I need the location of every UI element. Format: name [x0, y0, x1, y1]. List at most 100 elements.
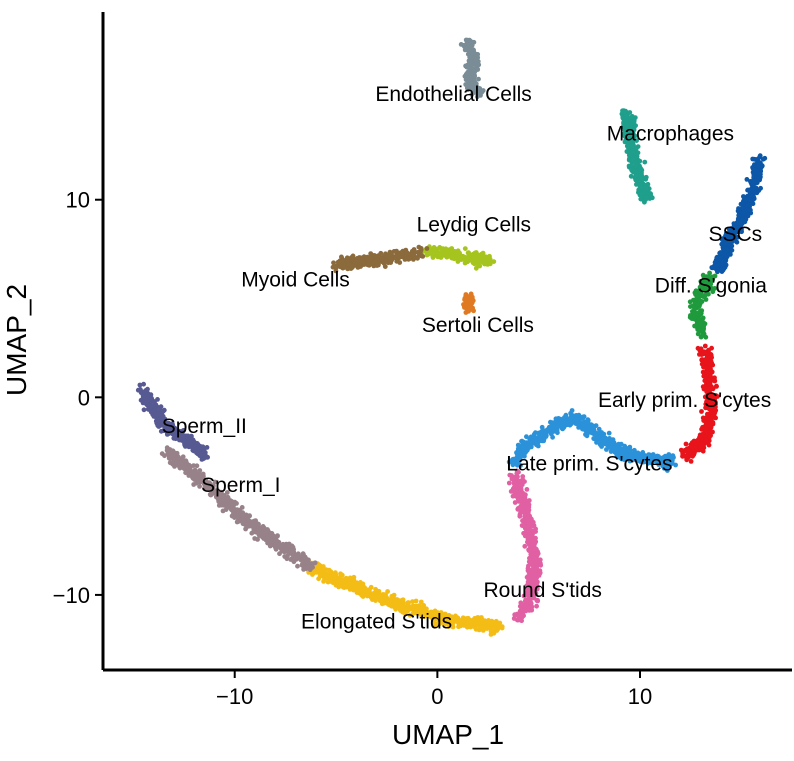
data-point: [395, 599, 401, 605]
data-point: [191, 482, 197, 487]
data-point: [145, 386, 150, 392]
data-point: [486, 618, 491, 623]
data-point: [747, 188, 752, 194]
data-point: [712, 286, 718, 291]
data-point: [506, 480, 512, 486]
data-point: [382, 593, 387, 599]
data-point: [627, 138, 633, 144]
data-point: [684, 446, 690, 452]
data-point: [457, 254, 463, 259]
data-point: [704, 274, 710, 280]
data-point: [635, 150, 641, 156]
data-point: [391, 249, 397, 254]
data-point: [480, 250, 486, 256]
data-point: [522, 543, 528, 549]
data-point: [710, 274, 715, 280]
data-point: [744, 207, 749, 212]
data-point: [463, 37, 469, 43]
data-point: [272, 536, 278, 542]
data-point: [470, 80, 476, 86]
data-point: [522, 510, 527, 516]
data-point: [519, 443, 524, 449]
cluster-label-elongated-s-tids: Elongated S'tids: [301, 611, 452, 634]
data-point: [633, 177, 639, 183]
data-point: [737, 228, 743, 234]
data-point: [162, 453, 167, 459]
data-point: [695, 331, 701, 337]
data-point: [587, 424, 593, 430]
data-point: [706, 386, 712, 392]
data-point: [275, 533, 280, 538]
data-point: [634, 172, 640, 178]
data-point: [487, 261, 493, 267]
data-point: [378, 597, 384, 603]
data-point: [373, 258, 379, 264]
data-point: [410, 252, 415, 258]
data-point: [325, 579, 331, 585]
data-point: [703, 297, 709, 302]
data-point: [760, 156, 766, 162]
data-point: [629, 143, 635, 149]
data-point: [283, 544, 289, 550]
data-point: [462, 257, 468, 262]
data-point: [153, 413, 158, 419]
data-point: [473, 626, 479, 632]
data-point: [617, 455, 623, 461]
data-point: [630, 131, 636, 137]
data-point: [201, 479, 207, 485]
data-point: [466, 301, 471, 307]
data-point: [350, 264, 355, 270]
data-point: [467, 60, 472, 66]
data-point: [702, 378, 708, 384]
data-point: [726, 226, 732, 232]
data-point: [518, 452, 524, 458]
cluster-sperm-ii: [135, 381, 211, 462]
data-point: [633, 146, 639, 151]
data-point: [186, 464, 192, 470]
data-point: [736, 206, 741, 211]
data-point: [695, 302, 701, 307]
cluster-sperm-i: [159, 445, 318, 573]
data-point: [462, 260, 468, 266]
data-point: [558, 416, 563, 422]
data-point: [424, 606, 429, 612]
cluster-label-late-prim-s-cytes: Late prim. S'cytes: [506, 452, 672, 475]
data-point: [702, 343, 708, 349]
data-point: [637, 158, 643, 164]
data-point: [555, 430, 560, 436]
data-point: [188, 471, 194, 476]
data-point: [627, 454, 632, 460]
data-point: [693, 290, 698, 296]
data-point: [267, 534, 273, 540]
data-point: [182, 441, 187, 446]
data-point: [620, 109, 626, 115]
data-point: [473, 265, 479, 271]
data-point: [212, 479, 218, 485]
data-point: [153, 404, 159, 410]
data-point: [319, 568, 325, 574]
data-point: [471, 90, 476, 96]
data-point: [756, 160, 762, 166]
data-point: [407, 256, 412, 262]
data-point: [703, 421, 709, 427]
data-point: [726, 231, 732, 237]
data-point: [613, 443, 619, 449]
data-point: [475, 615, 480, 620]
data-point: [516, 617, 521, 623]
data-point: [709, 345, 714, 351]
data-point: [665, 468, 670, 473]
data-point: [597, 442, 603, 447]
data-point: [606, 430, 612, 436]
data-point: [224, 504, 230, 509]
data-point: [585, 428, 590, 434]
data-point: [700, 424, 705, 430]
data-point: [152, 399, 157, 404]
data-point: [141, 381, 147, 387]
cluster-round-s-tids: [506, 468, 544, 624]
data-point: [469, 296, 475, 302]
data-point: [697, 434, 703, 440]
data-point: [688, 313, 693, 318]
data-point: [527, 596, 533, 602]
data-point: [218, 499, 224, 504]
